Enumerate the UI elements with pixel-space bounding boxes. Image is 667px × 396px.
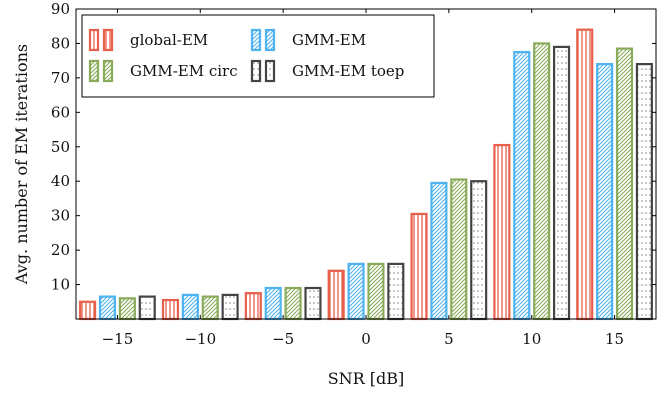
bar-gmm-em-toep--10 — [221, 293, 239, 321]
bar-gmm-em-5 — [430, 181, 448, 321]
legend-swatch — [102, 59, 114, 83]
bar-global-em-10 — [493, 143, 511, 321]
bar-gmm-em-circ--10 — [201, 295, 219, 321]
x-tick-label: 10 — [522, 330, 541, 348]
y-tick-label: 10 — [51, 276, 70, 294]
legend-item: global-EM — [88, 28, 208, 52]
legend-item: GMM-EM toep — [250, 59, 404, 83]
x-tick-label: 0 — [361, 330, 371, 348]
bar-global-em-15 — [576, 28, 594, 321]
y-tick-label: 60 — [51, 103, 70, 121]
bar-gmm-em-circ-15 — [615, 47, 634, 321]
x-tick-label: 15 — [605, 330, 624, 348]
bar-gmm-em-10 — [513, 50, 531, 321]
bar-global-em--15 — [79, 300, 97, 321]
legend-label: global-EM — [130, 31, 208, 49]
bar-global-em--5 — [244, 292, 262, 321]
legend-swatch — [88, 59, 100, 83]
legend-swatch — [264, 28, 276, 52]
bar-gmm-em-circ--5 — [284, 286, 302, 321]
bar-gmm-em-toep--15 — [138, 295, 156, 321]
bar-gmm-em-15 — [596, 63, 614, 321]
x-tick-label: −10 — [184, 330, 216, 348]
bar-gmm-em-circ--15 — [118, 297, 136, 321]
bar-gmm-em-toep-0 — [387, 262, 405, 321]
legend-box — [81, 14, 435, 98]
bar-gmm-em--10 — [181, 293, 199, 321]
legend-swatch — [264, 59, 276, 83]
bar-gmm-em-toep-15 — [635, 63, 653, 321]
bar-global-em-5 — [410, 212, 428, 321]
legend-swatch — [250, 28, 262, 52]
x-tick-label: −15 — [102, 330, 134, 348]
legend-label: GMM-EM circ — [130, 62, 238, 80]
y-tick-label: 30 — [51, 207, 70, 225]
bars-group — [79, 28, 653, 321]
bar-gmm-em-toep-10 — [552, 45, 571, 321]
y-tick-label: 40 — [51, 172, 70, 190]
bar-gmm-em-circ-10 — [533, 42, 551, 321]
y-tick-label: 70 — [51, 69, 70, 87]
x-tick-label: −5 — [272, 330, 294, 348]
y-tick-label: 50 — [51, 138, 70, 156]
bar-gmm-em--15 — [98, 295, 117, 321]
bar-gmm-em-toep-5 — [470, 180, 488, 321]
x-axis-label: SNR [dB] — [328, 369, 405, 388]
bar-global-em--10 — [161, 298, 180, 321]
y-axis-label: Avg. number of EM iterations — [12, 44, 31, 285]
legend-swatch — [250, 59, 262, 83]
bar-gmm-em-toep--5 — [304, 286, 322, 321]
legend: global-EM GMM-EM GMM-EM circ GMM-EM toep — [81, 14, 435, 98]
bar-gmm-em-circ-5 — [450, 178, 468, 321]
legend-swatch — [88, 28, 100, 52]
bar-gmm-em--5 — [264, 286, 282, 321]
x-tick-label: 5 — [444, 330, 454, 348]
legend-item: GMM-EM — [250, 28, 366, 52]
bar-global-em-0 — [327, 269, 345, 321]
y-tick-label: 80 — [51, 34, 70, 52]
legend-label: GMM-EM — [292, 31, 366, 49]
y-tick-label: 20 — [51, 241, 70, 259]
bar-gmm-em-0 — [347, 262, 365, 321]
axes-group: 10 20 30 40 50 60 70 80 90 −15 −10 −5 0 5 10 15 — [51, 0, 656, 348]
y-tick-label: 90 — [51, 0, 70, 18]
legend-swatch — [102, 28, 114, 52]
bar-gmm-em-circ-0 — [367, 262, 385, 321]
legend-item: GMM-EM circ — [88, 59, 238, 83]
legend-label: GMM-EM toep — [292, 62, 404, 80]
